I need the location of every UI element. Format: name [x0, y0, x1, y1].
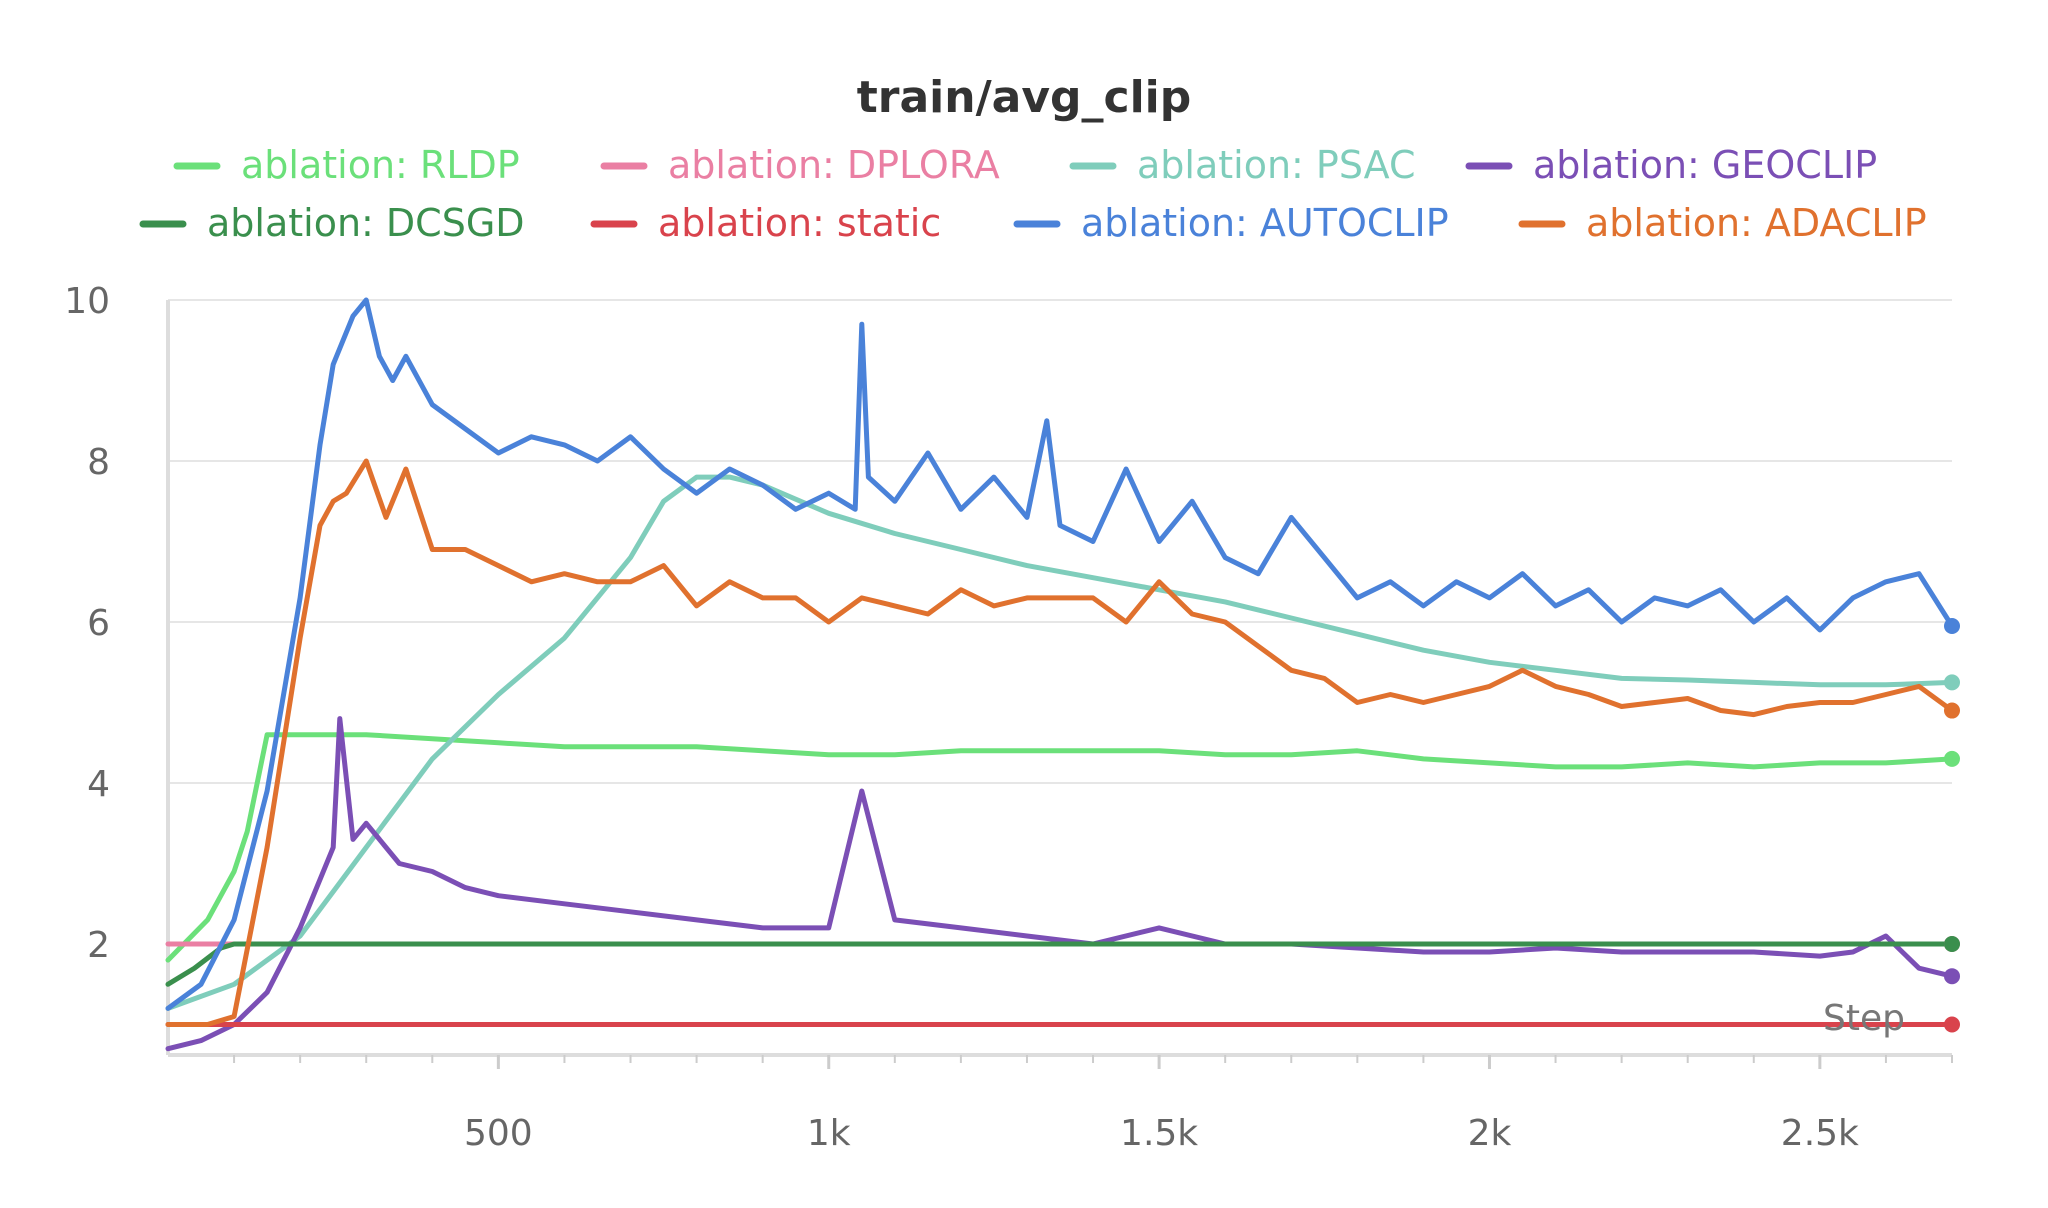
- legend-item[interactable]: ablation: RLDP: [173, 143, 520, 187]
- end-markers: [1944, 618, 1960, 1033]
- x-tick-label: 1.5k: [1120, 1113, 1198, 1154]
- legend-item[interactable]: ablation: DCSGD: [139, 201, 525, 245]
- series-end-point: [1944, 968, 1960, 985]
- x-axis-label: Step: [1823, 998, 1905, 1039]
- series-line: [165, 732, 1955, 963]
- series-end-point: [1944, 750, 1960, 767]
- legend-item[interactable]: ablation: ADACLIP: [1518, 201, 1927, 245]
- series-line: [165, 716, 1955, 1052]
- legend-label: ablation: GEOCLIP: [1533, 143, 1877, 187]
- series-end-point: [1944, 618, 1960, 635]
- y-tick-label: 4: [87, 764, 110, 805]
- legend-item[interactable]: ablation: DPLORA: [600, 143, 1000, 187]
- legend-label: ablation: DPLORA: [668, 143, 1000, 187]
- series-line: [165, 297, 1955, 1011]
- x-tick-label: 2k: [1468, 1113, 1512, 1154]
- x-tick-label: 1k: [807, 1113, 851, 1154]
- series-end-point: [1944, 674, 1960, 691]
- x-tick-label: 2.5k: [1781, 1113, 1859, 1154]
- legend-item[interactable]: ablation: GEOCLIP: [1465, 143, 1877, 187]
- legend-label: ablation: DCSGD: [207, 201, 525, 245]
- legend-label: ablation: RLDP: [241, 143, 520, 187]
- y-tick-label: 8: [87, 442, 110, 483]
- y-tick-label: 2: [87, 925, 110, 966]
- series-end-point: [1944, 936, 1960, 952]
- axes: 2 4 6 8 10 500 1k 1.5k 2k 2.5k: [64, 281, 1953, 1154]
- series-end-point: [1944, 1016, 1960, 1033]
- series-group: [165, 297, 1955, 1052]
- series-line: [165, 458, 1955, 1027]
- legend-label: ablation: AUTOCLIP: [1081, 201, 1449, 245]
- legend-item[interactable]: ablation: AUTOCLIP: [1013, 201, 1449, 245]
- x-tick-label: 500: [464, 1113, 533, 1154]
- y-tick-label: 6: [87, 603, 110, 644]
- series-line: [165, 474, 1955, 1011]
- legend-label: ablation: PSAC: [1137, 143, 1416, 187]
- legend: ablation: RLDP ablation: DPLORA ablation: …: [139, 143, 1927, 245]
- chart-title: train/avg_clip: [857, 72, 1192, 123]
- y-tick-label: 10: [64, 281, 110, 322]
- series-end-point: [1944, 702, 1960, 719]
- legend-item[interactable]: ablation: static: [590, 201, 941, 245]
- legend-item[interactable]: ablation: PSAC: [1069, 143, 1416, 187]
- legend-label: ablation: ADACLIP: [1586, 201, 1927, 245]
- grid: [168, 299, 1952, 945]
- legend-label: ablation: static: [658, 201, 941, 245]
